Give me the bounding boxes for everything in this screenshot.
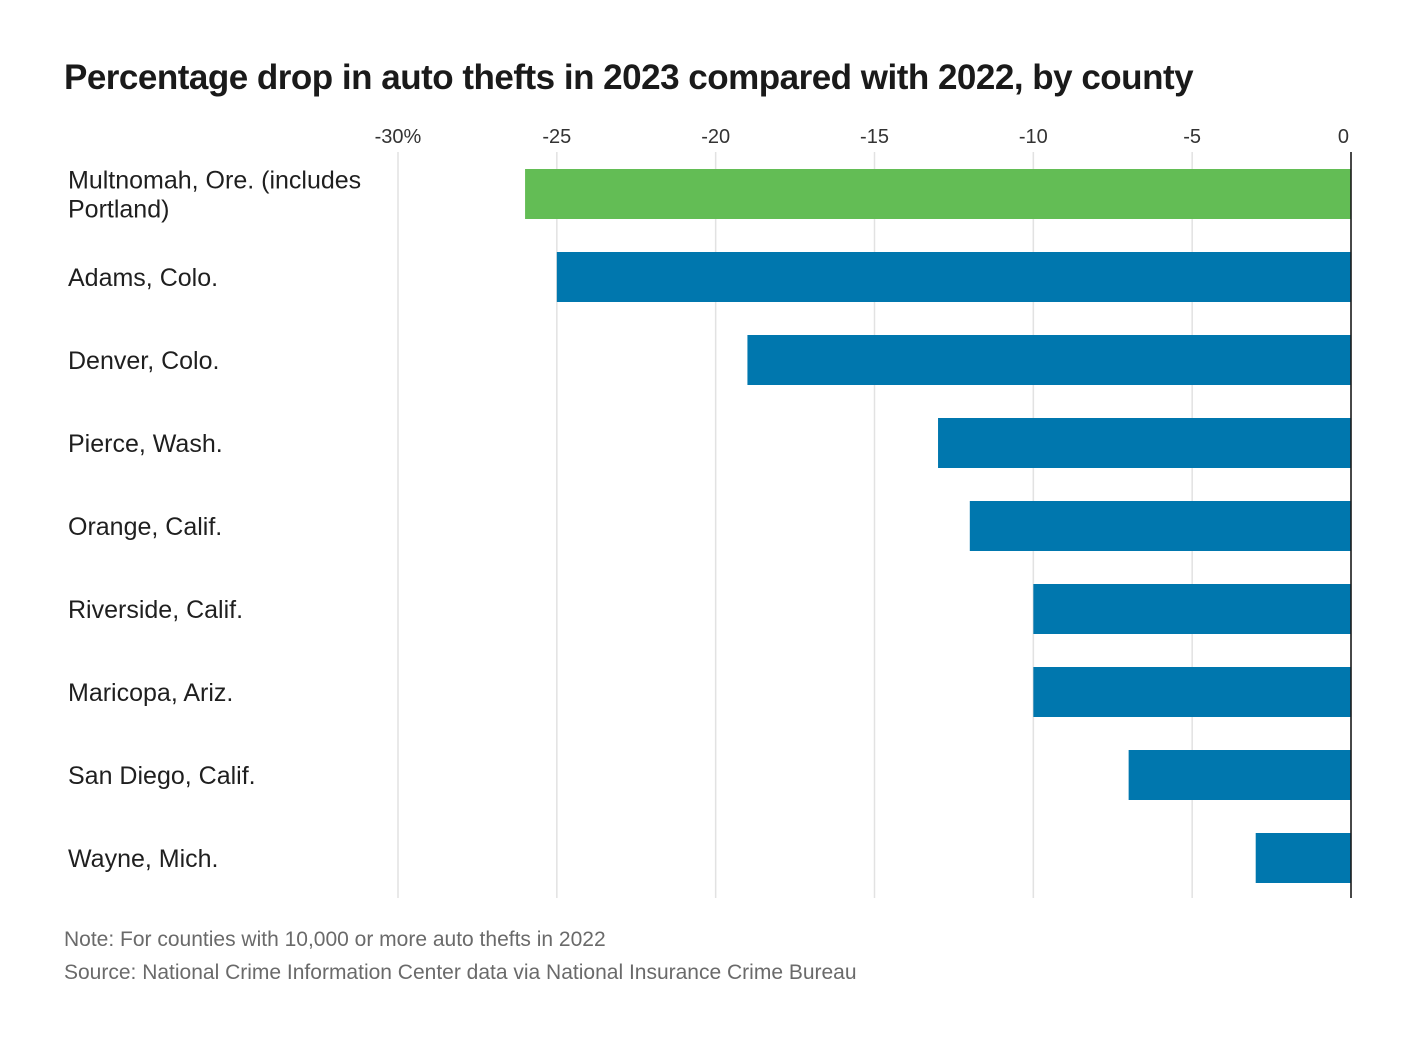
- category-labels: Multnomah, Ore. (includes Portland) Adams,…: [68, 167, 361, 874]
- x-axis-ticks: -30% -25 -20 -15 -10 -5 0: [375, 126, 1349, 148]
- category-label: San Diego, Calif.: [68, 762, 256, 790]
- category-label: Pierce, Wash.: [68, 430, 223, 458]
- bar: [747, 335, 1351, 385]
- x-tick-label: -10: [1019, 126, 1048, 148]
- bar: [1033, 667, 1351, 717]
- category-label: Orange, Calif.: [68, 513, 222, 541]
- category-label: Adams, Colo.: [68, 264, 218, 292]
- x-tick-label: -25: [542, 126, 571, 148]
- x-tick-label: -20: [701, 126, 730, 148]
- bar: [525, 169, 1351, 219]
- bars: [525, 169, 1351, 883]
- x-tick-label: 0: [1338, 126, 1349, 148]
- bar: [938, 418, 1351, 468]
- x-tick-label: -30%: [375, 126, 422, 148]
- chart-title: Percentage drop in auto thefts in 2023 c…: [64, 58, 1194, 97]
- category-label: Denver, Colo.: [68, 347, 219, 375]
- category-label: Multnomah, Ore. (includes Portland): [68, 167, 361, 224]
- bar: [1255, 833, 1351, 883]
- category-label: Riverside, Calif.: [68, 596, 243, 624]
- bar: [1128, 750, 1351, 800]
- category-label: Maricopa, Ariz.: [68, 679, 233, 707]
- bar: [969, 501, 1351, 551]
- x-tick-label: -15: [860, 126, 889, 148]
- bar: [556, 252, 1351, 302]
- x-tick-label: -5: [1183, 126, 1201, 148]
- category-label: Wayne, Mich.: [68, 845, 219, 873]
- bar: [1033, 584, 1351, 634]
- footer-note: Note: For counties with 10,000 or more a…: [64, 928, 606, 951]
- footer-source: Source: National Crime Information Cente…: [64, 961, 857, 984]
